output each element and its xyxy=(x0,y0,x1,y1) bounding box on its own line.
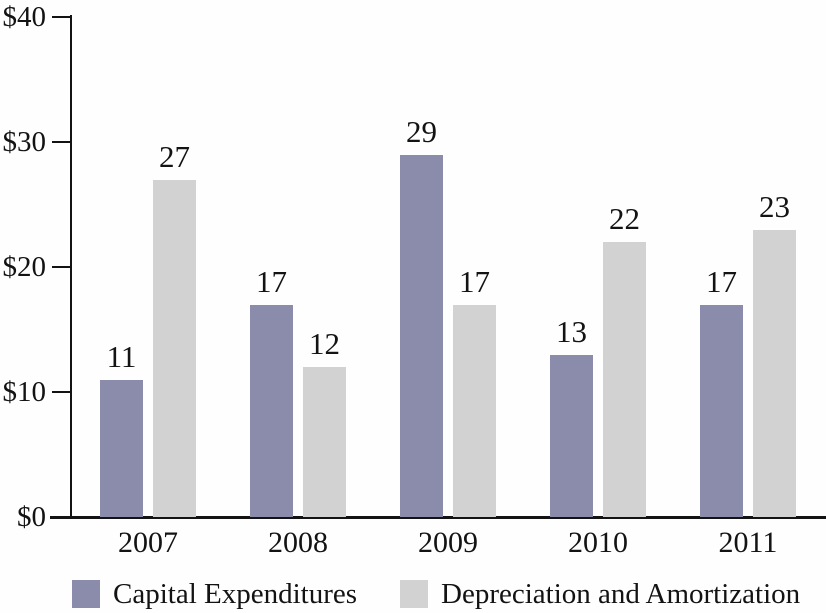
y-axis-tick-label: $10 xyxy=(2,376,47,408)
bar-depreciation-and-amortization-2010 xyxy=(603,242,646,517)
y-axis-tick-label: $0 xyxy=(17,501,46,533)
y-axis-tick xyxy=(52,16,72,18)
legend-swatch-depreciation-and-amortization xyxy=(400,580,428,608)
bar-capital-expenditures-2008 xyxy=(250,304,293,517)
bar-value-label: 17 xyxy=(706,263,737,299)
bar-value-label: 17 xyxy=(459,263,490,299)
bar-depreciation-and-amortization-2009 xyxy=(453,304,496,517)
y-axis-tick-label: $30 xyxy=(2,126,47,158)
bar-capital-expenditures-2009 xyxy=(400,154,443,517)
bar-capital-expenditures-2011 xyxy=(700,304,743,517)
bar-value-label: 12 xyxy=(309,326,340,361)
bar-value-label: 13 xyxy=(556,313,587,349)
y-axis-tick-label: $40 xyxy=(2,1,47,33)
y-axis-tick xyxy=(52,141,72,143)
x-axis-label-2007: 2007 xyxy=(118,526,178,559)
bar-capital-expenditures-2007 xyxy=(100,379,143,517)
legend-swatch-capital-expenditures xyxy=(72,580,100,608)
x-axis-label-2008: 2008 xyxy=(268,526,328,559)
bar-depreciation-and-amortization-2011 xyxy=(753,229,796,517)
bar-capital-expenditures-2010 xyxy=(550,354,593,517)
bar-value-label: 23 xyxy=(759,188,790,224)
bar-value-label: 22 xyxy=(609,201,640,236)
legend-label-depreciation-and-amortization: Depreciation and Amortization xyxy=(441,578,801,610)
y-axis-tick-label: $20 xyxy=(2,251,47,283)
y-axis-tick xyxy=(52,391,72,393)
y-axis-tick xyxy=(52,266,72,268)
bar-value-label: 17 xyxy=(256,263,287,299)
bar-value-label: 11 xyxy=(106,338,137,374)
bar-depreciation-and-amortization-2007 xyxy=(153,179,196,517)
x-axis-label-2010: 2010 xyxy=(568,526,628,559)
x-axis-line xyxy=(50,516,826,519)
bar-depreciation-and-amortization-2008 xyxy=(303,367,346,517)
x-axis-label-2011: 2011 xyxy=(718,526,778,559)
x-axis-label-2009: 2009 xyxy=(418,526,478,559)
bar-value-label: 29 xyxy=(406,113,437,149)
bar-value-label: 27 xyxy=(159,138,190,174)
legend-label-capital-expenditures: Capital Expenditures xyxy=(113,578,358,610)
